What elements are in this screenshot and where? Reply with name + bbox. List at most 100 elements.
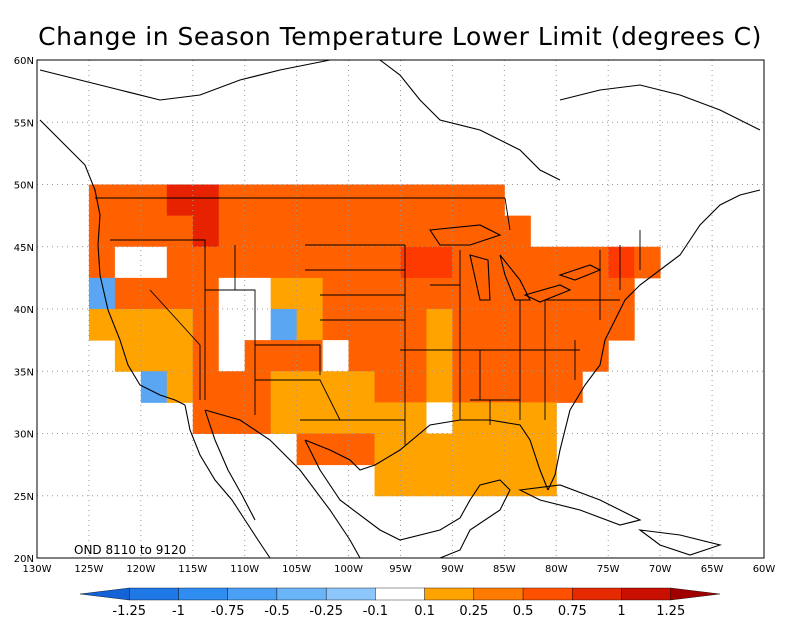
x-tick-label: 115W	[178, 564, 207, 575]
colorbar-label: 0.75	[558, 604, 587, 618]
data-cell	[296, 246, 324, 279]
data-cell	[348, 277, 376, 310]
data-cell	[452, 402, 479, 434]
data-cell	[348, 215, 376, 248]
data-cell	[218, 371, 246, 403]
y-tick-label: 35N	[14, 367, 34, 378]
colorbar-label: -1.25	[112, 604, 146, 618]
x-tick-label: 120W	[126, 564, 155, 575]
data-cell	[608, 277, 635, 310]
data-cell	[322, 433, 350, 466]
y-tick-labels: 60N 55N 50N 45N 40N 35N 30N 25N 20N	[14, 56, 34, 565]
data-cell	[166, 277, 194, 310]
colorbar-segment	[424, 587, 475, 601]
y-tick-label: 20N	[14, 554, 34, 565]
data-cell	[192, 402, 220, 434]
period-label: OND 8110 to 9120	[74, 543, 186, 557]
data-cell	[244, 277, 272, 310]
data-cell	[114, 340, 142, 372]
data-cell	[426, 277, 453, 310]
data-cell	[192, 371, 220, 403]
data-cell	[270, 184, 298, 217]
data-cell	[452, 464, 479, 497]
data-cell	[400, 402, 427, 434]
data-cell	[322, 215, 350, 248]
data-cell	[426, 433, 453, 466]
x-tick-labels: 130W 125W 120W 115W 110W 105W 100W 95W 90W 85W 80W…	[23, 564, 776, 575]
data-cell	[270, 215, 298, 248]
data-cell	[452, 246, 479, 279]
grid-lines	[37, 60, 764, 558]
data-cell	[244, 371, 272, 403]
data-cell	[608, 246, 635, 279]
data-cell	[166, 246, 194, 279]
data-cell	[478, 246, 505, 279]
x-tick-label: 65W	[701, 564, 724, 575]
colorbar-label: -0.1	[363, 604, 388, 618]
data-cell	[88, 309, 116, 341]
colorbar-label: -0.5	[264, 604, 289, 618]
colorbar-segment	[178, 587, 228, 601]
data-cell	[426, 309, 453, 341]
data-cells	[88, 184, 661, 497]
data-cell	[166, 184, 194, 217]
data-cell	[556, 340, 583, 372]
data-cell	[296, 371, 324, 403]
data-cell	[218, 340, 246, 372]
data-cell	[556, 246, 583, 279]
colorbar-label: -1	[172, 604, 185, 618]
data-cell	[478, 277, 505, 310]
colorbar-label: -0.25	[309, 604, 343, 618]
colorbar-segment	[276, 587, 327, 601]
data-cell	[374, 464, 401, 497]
colorbar-segment	[473, 587, 524, 601]
x-tick-label: 60W	[753, 564, 776, 575]
data-cell	[582, 246, 609, 279]
data-cell	[400, 277, 427, 310]
data-cell	[218, 309, 246, 341]
data-cell	[478, 402, 505, 434]
colorbar-segment	[129, 587, 179, 601]
data-cell	[218, 184, 246, 217]
colorbar-segment	[572, 587, 622, 601]
colorbar-segment	[227, 587, 278, 601]
data-cell	[244, 402, 272, 434]
data-cell	[634, 246, 661, 279]
colorbar-segment	[621, 587, 671, 601]
y-tick-label: 60N	[14, 56, 34, 67]
data-cell	[452, 215, 479, 248]
data-cell	[374, 340, 401, 372]
data-cell	[374, 309, 401, 341]
data-cell	[530, 277, 557, 310]
data-cell	[270, 277, 298, 310]
data-cell	[504, 402, 531, 434]
data-cell	[400, 340, 427, 372]
data-cell	[556, 309, 583, 341]
data-cell	[374, 371, 401, 403]
data-cell	[140, 184, 168, 217]
data-cell	[296, 215, 324, 248]
data-cell	[88, 215, 116, 248]
data-cell	[426, 371, 453, 403]
x-tick-label: 105W	[282, 564, 311, 575]
colorbar-segment	[375, 587, 425, 601]
data-cell	[426, 464, 453, 497]
data-cell	[244, 309, 272, 341]
x-tick-label: 125W	[74, 564, 103, 575]
x-tick-label: 95W	[389, 564, 412, 575]
data-cell	[140, 246, 168, 279]
colorbar-label: -0.75	[211, 604, 245, 618]
data-cell	[270, 309, 298, 341]
data-cell	[192, 340, 220, 372]
y-tick-label: 40N	[14, 305, 34, 316]
y-tick-label: 25N	[14, 492, 34, 503]
data-cell	[530, 433, 557, 466]
data-cell	[504, 340, 531, 372]
colorbar-segment	[670, 587, 721, 601]
data-cell	[504, 433, 531, 466]
data-cell	[374, 433, 401, 466]
colorbar-label: 1	[617, 604, 625, 618]
data-cell	[504, 371, 531, 403]
data-cell	[530, 309, 557, 341]
x-tick-label: 100W	[334, 564, 363, 575]
